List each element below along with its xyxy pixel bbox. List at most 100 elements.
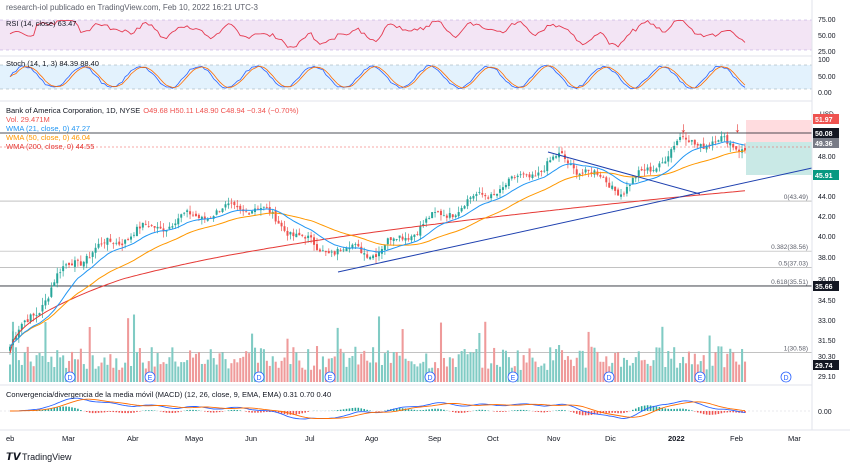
volume-bar	[351, 356, 354, 382]
dividend-icon-glyph: D	[256, 375, 261, 382]
candle-body	[174, 223, 177, 226]
volume-bar	[91, 355, 94, 382]
volume-bar	[121, 367, 124, 382]
candle-body	[510, 176, 513, 179]
candle-body	[720, 136, 723, 142]
candle-body	[463, 206, 466, 209]
macd-histogram-bar	[133, 411, 135, 413]
macd-histogram-bar	[440, 409, 442, 411]
dividend-icon-glyph: D	[427, 375, 432, 382]
rsi-level-75: 75.00	[818, 17, 836, 24]
volume-bar	[726, 353, 729, 382]
candle-body	[115, 242, 118, 244]
candle-body	[224, 204, 227, 208]
macd-histogram-bar	[71, 407, 73, 411]
candle-body	[363, 253, 366, 255]
volume-bar	[132, 314, 136, 382]
volume-bar	[286, 338, 289, 382]
volume-bar	[50, 356, 53, 382]
candle-body	[23, 320, 26, 323]
macd-histogram-bar	[534, 411, 537, 412]
candle-body	[41, 304, 44, 312]
volume-bar	[242, 356, 245, 382]
macd-histogram-bar	[443, 409, 445, 411]
candle-body	[676, 140, 679, 145]
candle-body	[236, 205, 239, 208]
candle-body	[401, 236, 404, 240]
candle-body	[76, 259, 79, 261]
candle-body	[124, 239, 127, 244]
volume-bar	[186, 360, 189, 382]
ohlc-values: O49.68 H50.11 L48.90 C48.94 −0.34 (−0.70…	[143, 106, 299, 115]
candle-body	[301, 234, 304, 236]
candle-body	[516, 175, 519, 178]
volume-bar	[457, 354, 460, 382]
volume-bar	[602, 361, 605, 382]
candle-body	[9, 346, 11, 351]
earnings-icon	[694, 371, 706, 383]
volume-bar	[667, 351, 670, 382]
rsi-legend: RSI (14, close) 63.47	[6, 19, 76, 28]
candle-body	[44, 300, 47, 306]
candle-body	[546, 161, 549, 172]
macd-histogram-bar	[174, 411, 177, 413]
volume-bar	[115, 358, 118, 382]
volume-bar	[507, 357, 510, 382]
volume-bar	[738, 364, 741, 382]
candle-body	[652, 170, 655, 171]
candle-body	[248, 213, 251, 215]
volume-bar	[454, 367, 457, 382]
macd-histogram-bar	[248, 411, 250, 413]
price-tag	[813, 170, 839, 180]
price-tag-label: 45.91	[815, 173, 833, 180]
candle-body	[640, 169, 643, 171]
time-axis-tick: Mayo	[185, 434, 203, 443]
macd-histogram-bar	[339, 409, 342, 411]
tradingview-logo: 𝙏𝙑 TradingView	[6, 452, 72, 463]
time-axis: eb Mar Abr Mayo Jun Jul Ago Sep Oct Nov Dic 2022 Feb…	[6, 434, 801, 443]
candle-body	[73, 260, 76, 267]
candle-body	[268, 207, 271, 213]
price-axis-tick: 30.30	[818, 354, 836, 361]
macd-histogram-bar	[254, 411, 256, 413]
volume-bar	[153, 366, 156, 382]
macd-histogram-bar	[357, 407, 360, 411]
candle-body	[62, 266, 65, 272]
price-tags: 51.97 50.08 49.36 45.91 35.66 29.74	[813, 114, 839, 370]
candle-body	[581, 172, 584, 174]
volume-bar	[56, 350, 59, 382]
macd-histogram-bar	[227, 410, 230, 411]
candle-body	[667, 156, 670, 162]
dividend-icon-glyph: D	[783, 375, 788, 382]
volume-bar	[127, 318, 130, 382]
macd-histogram-bar	[260, 411, 262, 413]
arrow-down-icon: ↓	[680, 119, 687, 135]
volume-bar	[744, 361, 747, 382]
macd-histogram-bar	[652, 405, 655, 411]
macd-histogram-bar	[696, 411, 699, 413]
candle-body	[646, 167, 649, 171]
rsi-band	[0, 20, 812, 50]
macd-histogram-bar	[277, 411, 280, 413]
macd-histogram-bar	[130, 411, 132, 413]
candle-body	[711, 141, 714, 146]
macd-histogram-bar	[673, 408, 675, 411]
volume-bar	[395, 352, 398, 382]
macd-histogram	[12, 405, 746, 416]
candle-body	[481, 192, 484, 195]
volume-bar	[581, 350, 584, 382]
macd-histogram-bar	[428, 409, 430, 411]
rsi-level-25: 25.00	[818, 49, 836, 56]
macd-histogram-bar	[298, 411, 301, 414]
macd-histogram-bar	[614, 411, 616, 413]
candle-body	[82, 261, 85, 267]
volume-bar	[543, 363, 546, 382]
price-axis-tick: 34.50	[818, 298, 836, 305]
candle-body	[460, 208, 463, 212]
volume-bar	[490, 363, 493, 382]
volume-bar	[617, 352, 620, 382]
volume-bar	[569, 359, 572, 382]
volume-bar	[622, 357, 626, 382]
macd-histogram-bar	[593, 411, 596, 415]
volume-bar	[434, 362, 437, 382]
